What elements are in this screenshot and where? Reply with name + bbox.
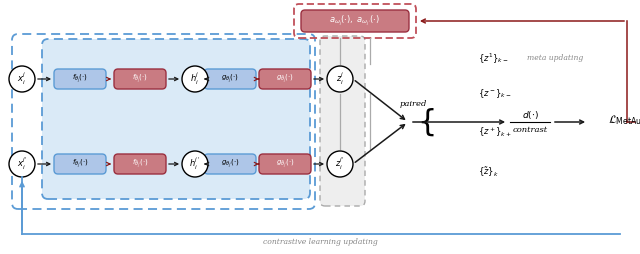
Circle shape: [327, 151, 353, 177]
Text: $\{$: $\{$: [417, 106, 435, 138]
FancyBboxPatch shape: [320, 36, 365, 206]
Text: $f_{\theta_{j'}}(\cdot)$: $f_{\theta_{j'}}(\cdot)$: [72, 158, 88, 170]
Text: $g_{\theta_j}(\cdot)$: $g_{\theta_j}(\cdot)$: [221, 73, 239, 85]
Text: $g_{\hat{\theta}_j}(\cdot)$: $g_{\hat{\theta}_j}(\cdot)$: [276, 73, 294, 85]
Circle shape: [182, 151, 208, 177]
Text: $\{\tilde{z}\}_{k}$: $\{\tilde{z}\}_{k}$: [478, 165, 499, 179]
Text: $a_{\omega_j}(\cdot),\ a_{\omega_{j'}}(\cdot)$: $a_{\omega_j}(\cdot),\ a_{\omega_{j'}}(\…: [330, 14, 381, 28]
Text: contrastive learning updating: contrastive learning updating: [262, 238, 378, 246]
Text: $\{z^1\}_{k-}$: $\{z^1\}_{k-}$: [478, 52, 508, 66]
FancyBboxPatch shape: [301, 10, 409, 32]
FancyBboxPatch shape: [54, 69, 106, 89]
Text: $g_{\hat{\theta}_{j'}}(\cdot)$: $g_{\hat{\theta}_{j'}}(\cdot)$: [276, 158, 294, 170]
Text: $x_i^{j'}$: $x_i^{j'}$: [17, 156, 28, 172]
FancyBboxPatch shape: [204, 69, 256, 89]
Text: $z_i^{j'}$: $z_i^{j'}$: [335, 156, 345, 172]
Text: $h_i^{j'}$: $h_i^{j'}$: [189, 156, 200, 172]
FancyBboxPatch shape: [204, 154, 256, 174]
Text: $h_i^{j}$: $h_i^{j}$: [190, 71, 200, 87]
Text: $\mathcal{L}_{\mathrm{MetAug}}$: $\mathcal{L}_{\mathrm{MetAug}}$: [608, 114, 640, 130]
Text: $\{z^-\}_{k-}$: $\{z^-\}_{k-}$: [478, 88, 512, 100]
Text: paired: paired: [399, 100, 427, 108]
Text: $d(\cdot)$: $d(\cdot)$: [522, 109, 538, 121]
Circle shape: [9, 151, 35, 177]
FancyBboxPatch shape: [42, 39, 310, 199]
Text: $f_{\hat{\theta}_{j'}}(\cdot)$: $f_{\hat{\theta}_{j'}}(\cdot)$: [132, 158, 148, 170]
FancyBboxPatch shape: [114, 154, 166, 174]
Circle shape: [182, 66, 208, 92]
FancyBboxPatch shape: [259, 69, 311, 89]
Text: $z_i^{j}$: $z_i^{j}$: [336, 71, 344, 87]
Text: meta updating: meta updating: [527, 54, 583, 62]
Text: contrast: contrast: [513, 126, 548, 134]
Text: $x_i^{j}$: $x_i^{j}$: [17, 71, 27, 87]
Text: $\{z^+\}_{k+}$: $\{z^+\}_{k+}$: [478, 125, 512, 139]
Circle shape: [327, 66, 353, 92]
FancyBboxPatch shape: [259, 154, 311, 174]
FancyBboxPatch shape: [114, 69, 166, 89]
Text: $g_{\theta_{j'}}(\cdot)$: $g_{\theta_{j'}}(\cdot)$: [221, 158, 239, 170]
Text: $f_{\theta_j}(\cdot)$: $f_{\theta_j}(\cdot)$: [72, 73, 88, 85]
Text: $f_{\hat{\theta}_j}(\cdot)$: $f_{\hat{\theta}_j}(\cdot)$: [132, 73, 148, 85]
FancyBboxPatch shape: [54, 154, 106, 174]
Circle shape: [9, 66, 35, 92]
